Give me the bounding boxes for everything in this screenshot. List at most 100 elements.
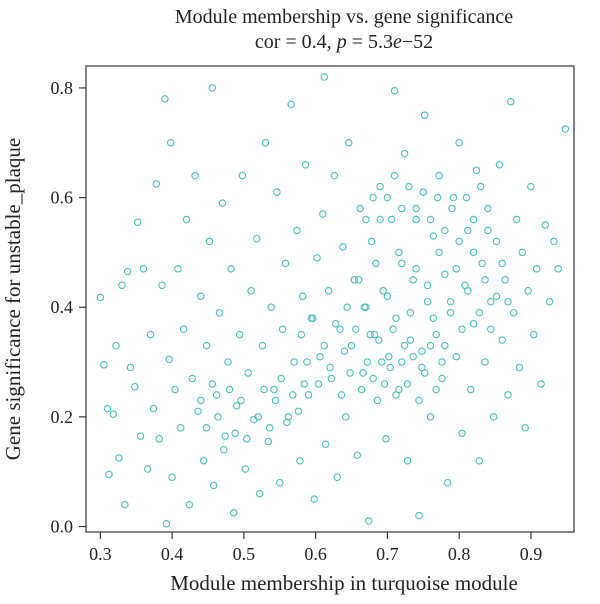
data-point [290, 358, 298, 366]
data-point [507, 97, 515, 106]
subtitle-exponent: −52 [402, 31, 433, 53]
subtitle-e: e [393, 31, 402, 53]
data-point [487, 325, 495, 333]
data-point [405, 182, 413, 191]
data-point [515, 363, 524, 372]
data-point [109, 410, 118, 418]
data-point [218, 199, 227, 207]
data-point [435, 171, 443, 180]
data-point [185, 500, 194, 509]
data-point [215, 308, 224, 317]
data-point [143, 465, 152, 473]
data-point [383, 193, 392, 202]
data-point [524, 287, 532, 295]
x-axis: 0.3 0.4 0.5 0.6 0.7 0.8 0.9 [89, 532, 542, 564]
data-point [136, 432, 145, 440]
data-point [303, 358, 311, 366]
data-point [464, 287, 472, 295]
data-point [423, 297, 432, 306]
data-point [244, 369, 252, 377]
data-point [426, 413, 435, 421]
data-point [504, 391, 512, 399]
data-point [446, 297, 455, 306]
data-point [530, 330, 538, 339]
plot-frame [85, 65, 575, 533]
data-point [202, 341, 211, 350]
data-point [165, 355, 173, 364]
data-point [212, 391, 221, 399]
data-point [344, 139, 353, 147]
data-point [133, 218, 142, 226]
data-point [469, 248, 478, 257]
data-point [296, 456, 304, 465]
subtitle-cor: cor = 0.4, [255, 31, 337, 53]
data-point [448, 204, 456, 213]
x-tick-label: 0.9 [520, 544, 543, 564]
data-point [96, 293, 105, 302]
x-tick-label: 0.8 [448, 544, 471, 564]
data-point [288, 391, 297, 399]
data-point [188, 374, 196, 383]
data-point [403, 380, 412, 388]
data-point [347, 341, 356, 350]
data-point [283, 418, 291, 427]
data-point [365, 517, 373, 525]
data-point [426, 215, 435, 224]
data-point [267, 303, 275, 311]
data-point [112, 341, 120, 350]
data-point [230, 509, 238, 517]
data-point [452, 265, 461, 273]
data-point [225, 385, 234, 394]
data-point [166, 139, 175, 147]
data-point [441, 270, 449, 279]
x-tick-label: 0.3 [89, 544, 112, 564]
data-point [521, 424, 529, 432]
data-point [415, 511, 423, 520]
data-point [232, 402, 241, 410]
data-point [392, 314, 400, 322]
data-point [273, 188, 281, 196]
data-point [253, 234, 261, 243]
data-point [419, 188, 428, 196]
data-point [161, 95, 169, 103]
data-point [487, 297, 495, 306]
data-point [179, 325, 188, 333]
data-point [512, 215, 521, 224]
data-point [326, 363, 334, 372]
data-point [554, 265, 562, 273]
data-point [197, 396, 205, 405]
data-point [337, 391, 346, 399]
data-point [426, 341, 435, 350]
y-tick-label: 0.2 [51, 407, 74, 427]
data-point [433, 193, 442, 202]
data-point [352, 325, 360, 333]
data-point [330, 171, 339, 180]
data-point [319, 210, 327, 218]
data-point [227, 265, 235, 273]
data-point [221, 432, 229, 440]
data-point [455, 237, 463, 246]
data-point [105, 470, 113, 479]
data-point [309, 314, 317, 322]
data-point [367, 237, 376, 246]
data-point [209, 481, 218, 490]
data-point [320, 73, 329, 81]
x-axis-label: Module membership in turquoise module [170, 571, 518, 595]
subtitle-p: p [335, 31, 347, 53]
data-point [398, 358, 406, 366]
data-point [313, 254, 321, 262]
data-point [162, 520, 171, 528]
data-point [197, 292, 205, 301]
x-tick-label: 0.5 [233, 544, 256, 564]
data-point [435, 248, 443, 257]
data-point [472, 166, 481, 174]
data-point [346, 369, 354, 377]
data-point [316, 352, 324, 361]
data-point [527, 182, 535, 191]
data-point [375, 336, 383, 344]
data-point [481, 276, 489, 284]
data-point [115, 454, 123, 462]
data-point [369, 374, 377, 383]
data-point [231, 429, 240, 438]
data-point [455, 139, 463, 147]
